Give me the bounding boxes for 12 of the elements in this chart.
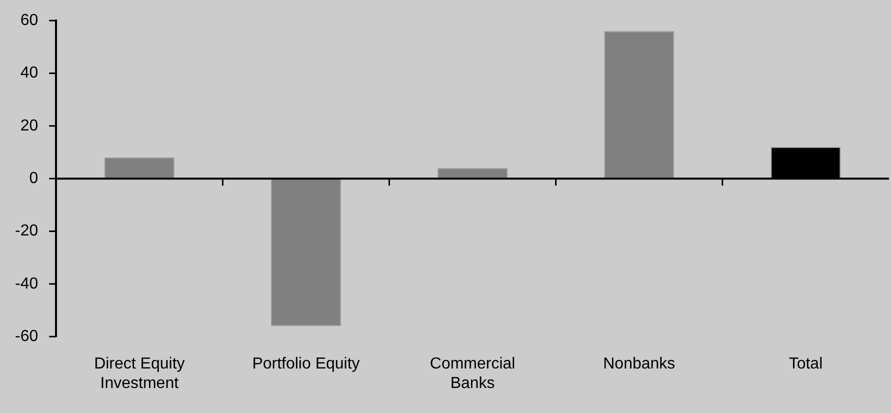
y-tick-label: -60 [15, 328, 38, 346]
y-tick-label: -40 [15, 275, 38, 292]
y-tick-label: 60 [20, 12, 38, 30]
x-tick-label: Portfolio Equity [252, 356, 360, 373]
x-tick-label: Commercial Banks [430, 356, 516, 392]
x-tick-label: Nonbanks [603, 356, 676, 373]
y-tick-label: 40 [20, 64, 38, 82]
y-tick-label: 20 [20, 117, 38, 134]
y-tick-label: 0 [29, 170, 38, 188]
x-tick-label: Total [788, 356, 823, 373]
x-tick-label: Direct Equity Investment [94, 356, 185, 392]
y-tick-label: -20 [15, 222, 38, 240]
